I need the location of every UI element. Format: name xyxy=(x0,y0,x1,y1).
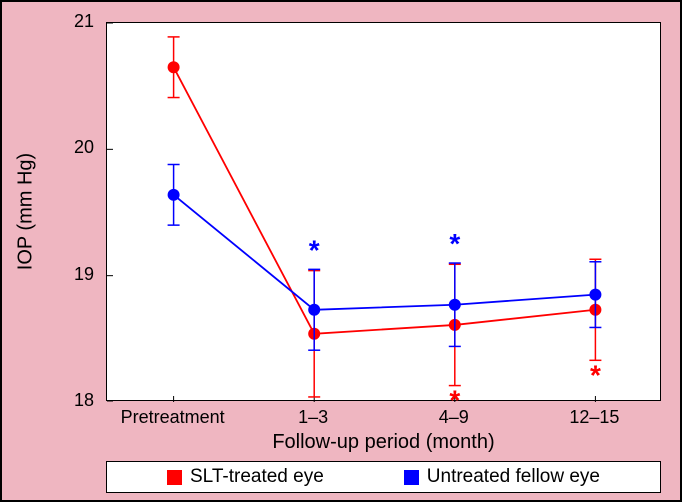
plot-svg: * * * * * xyxy=(107,23,662,402)
x-tick-label: 12–15 xyxy=(569,407,619,428)
y-tick-label: 21 xyxy=(74,11,94,32)
legend-marker xyxy=(167,470,182,485)
x-axis-label: Follow-up period (month) xyxy=(106,431,661,454)
legend-item: Untreated fellow eye xyxy=(404,466,600,488)
x-tick-label: 1–3 xyxy=(298,407,328,428)
legend-marker xyxy=(404,470,419,485)
svg-text:*: * xyxy=(449,385,460,402)
svg-text:*: * xyxy=(309,396,320,402)
legend-label: Untreated fellow eye xyxy=(427,466,600,488)
plot-area: * * * * * xyxy=(106,22,661,401)
y-tick-label: 18 xyxy=(74,390,94,411)
y-tick-label: 20 xyxy=(74,137,94,158)
chart-frame: * * * * * IOP (mm Hg) Follow-up period (mont… xyxy=(0,0,682,502)
svg-text:*: * xyxy=(590,359,601,390)
y-tick-label: 19 xyxy=(74,264,94,285)
x-tick-label: Pretreatment xyxy=(121,407,225,428)
svg-text:*: * xyxy=(309,234,320,265)
legend-label: SLT-treated eye xyxy=(190,466,324,488)
legend: SLT-treated eye Untreated fellow eye xyxy=(106,461,661,493)
svg-text:*: * xyxy=(449,228,460,259)
x-tick-label: 4–9 xyxy=(439,407,469,428)
legend-item: SLT-treated eye xyxy=(167,466,324,488)
y-axis-label: IOP (mm Hg) xyxy=(15,141,38,281)
